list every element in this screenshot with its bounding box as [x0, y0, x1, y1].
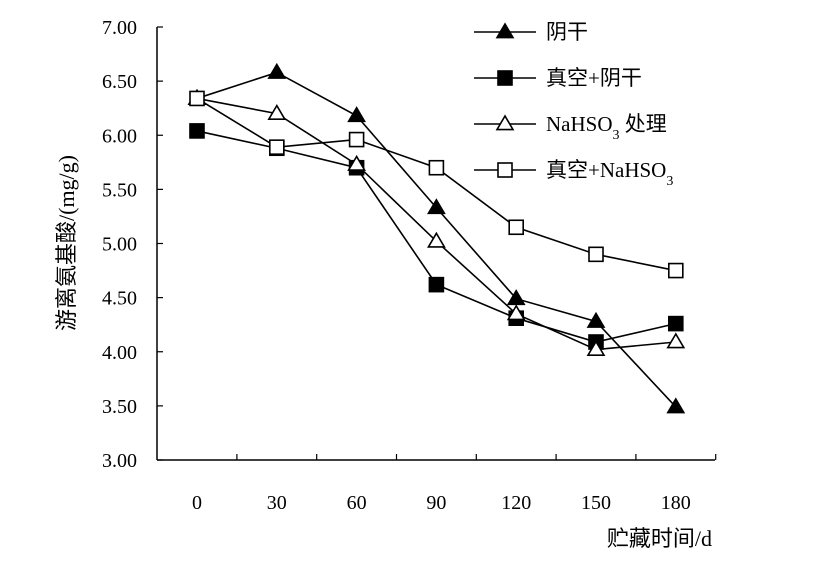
legend-label: 真空+阴干 — [546, 66, 642, 90]
data-point — [267, 104, 287, 120]
series-layer — [187, 62, 686, 414]
y-tick-label: 4.00 — [102, 342, 137, 364]
x-tick-label: 60 — [347, 492, 367, 514]
legend-entry-2: 真空+阴干 — [474, 66, 642, 90]
data-point — [347, 106, 366, 123]
y-tick-label: 3.00 — [102, 450, 137, 472]
data-point — [267, 62, 287, 79]
x-tick-label: 180 — [661, 492, 691, 514]
x-tick-label: 90 — [426, 492, 446, 514]
y-tick-label: 5.00 — [102, 234, 137, 256]
data-point — [428, 276, 445, 293]
legend-marker — [497, 162, 513, 178]
legend-entry-3: NaHSO3 处理 — [474, 112, 667, 143]
data-point — [586, 311, 606, 328]
legend-entry-4: 真空+NaHSO3 — [474, 158, 673, 189]
data-point — [189, 123, 205, 139]
y-tick-label: 3.50 — [102, 396, 137, 418]
x-axis-title: 贮藏时间/d — [607, 526, 712, 551]
data-point — [348, 131, 365, 148]
data-point — [189, 90, 205, 107]
y-tick-label: 6.00 — [102, 125, 137, 147]
data-point — [588, 246, 604, 263]
data-point — [508, 219, 525, 236]
data-point — [586, 340, 606, 356]
legend-marker — [497, 70, 513, 86]
y-tick-label: 7.00 — [102, 17, 137, 39]
data-point — [428, 159, 445, 176]
data-point — [268, 139, 285, 155]
y-tick-label: 6.50 — [102, 71, 137, 93]
axes: 3.00 3.50 4.00 4.50 5.00 5.50 6.00 6.50 7.00 0 30 6… — [102, 17, 717, 514]
y-tick-label: 4.50 — [102, 288, 137, 310]
series-3 — [187, 88, 686, 356]
x-tick-label: 0 — [192, 492, 202, 514]
series-4 — [189, 90, 684, 279]
x-tick-label: 150 — [581, 492, 611, 514]
data-point — [427, 231, 446, 248]
legend-entry-1: 阴干 — [474, 20, 588, 44]
data-point — [506, 304, 526, 321]
y-tick-label: 5.50 — [102, 179, 137, 201]
legend-label: 阴干 — [546, 20, 588, 44]
y-axis-title: 游离氨基酸/(mg/g) — [54, 155, 79, 331]
legend-marker — [495, 114, 515, 131]
data-point — [667, 262, 684, 279]
data-point — [347, 154, 366, 171]
x-tick-label: 120 — [501, 492, 531, 514]
legend-marker — [495, 22, 515, 39]
legend-label: NaHSO3 处理 — [546, 112, 667, 143]
data-point — [667, 315, 684, 332]
data-point — [666, 332, 686, 349]
data-point — [666, 397, 686, 414]
x-tick-label: 30 — [267, 492, 287, 514]
legend-label: 真空+NaHSO3 — [546, 158, 673, 189]
series-line — [196, 97, 676, 351]
data-point — [427, 198, 446, 215]
